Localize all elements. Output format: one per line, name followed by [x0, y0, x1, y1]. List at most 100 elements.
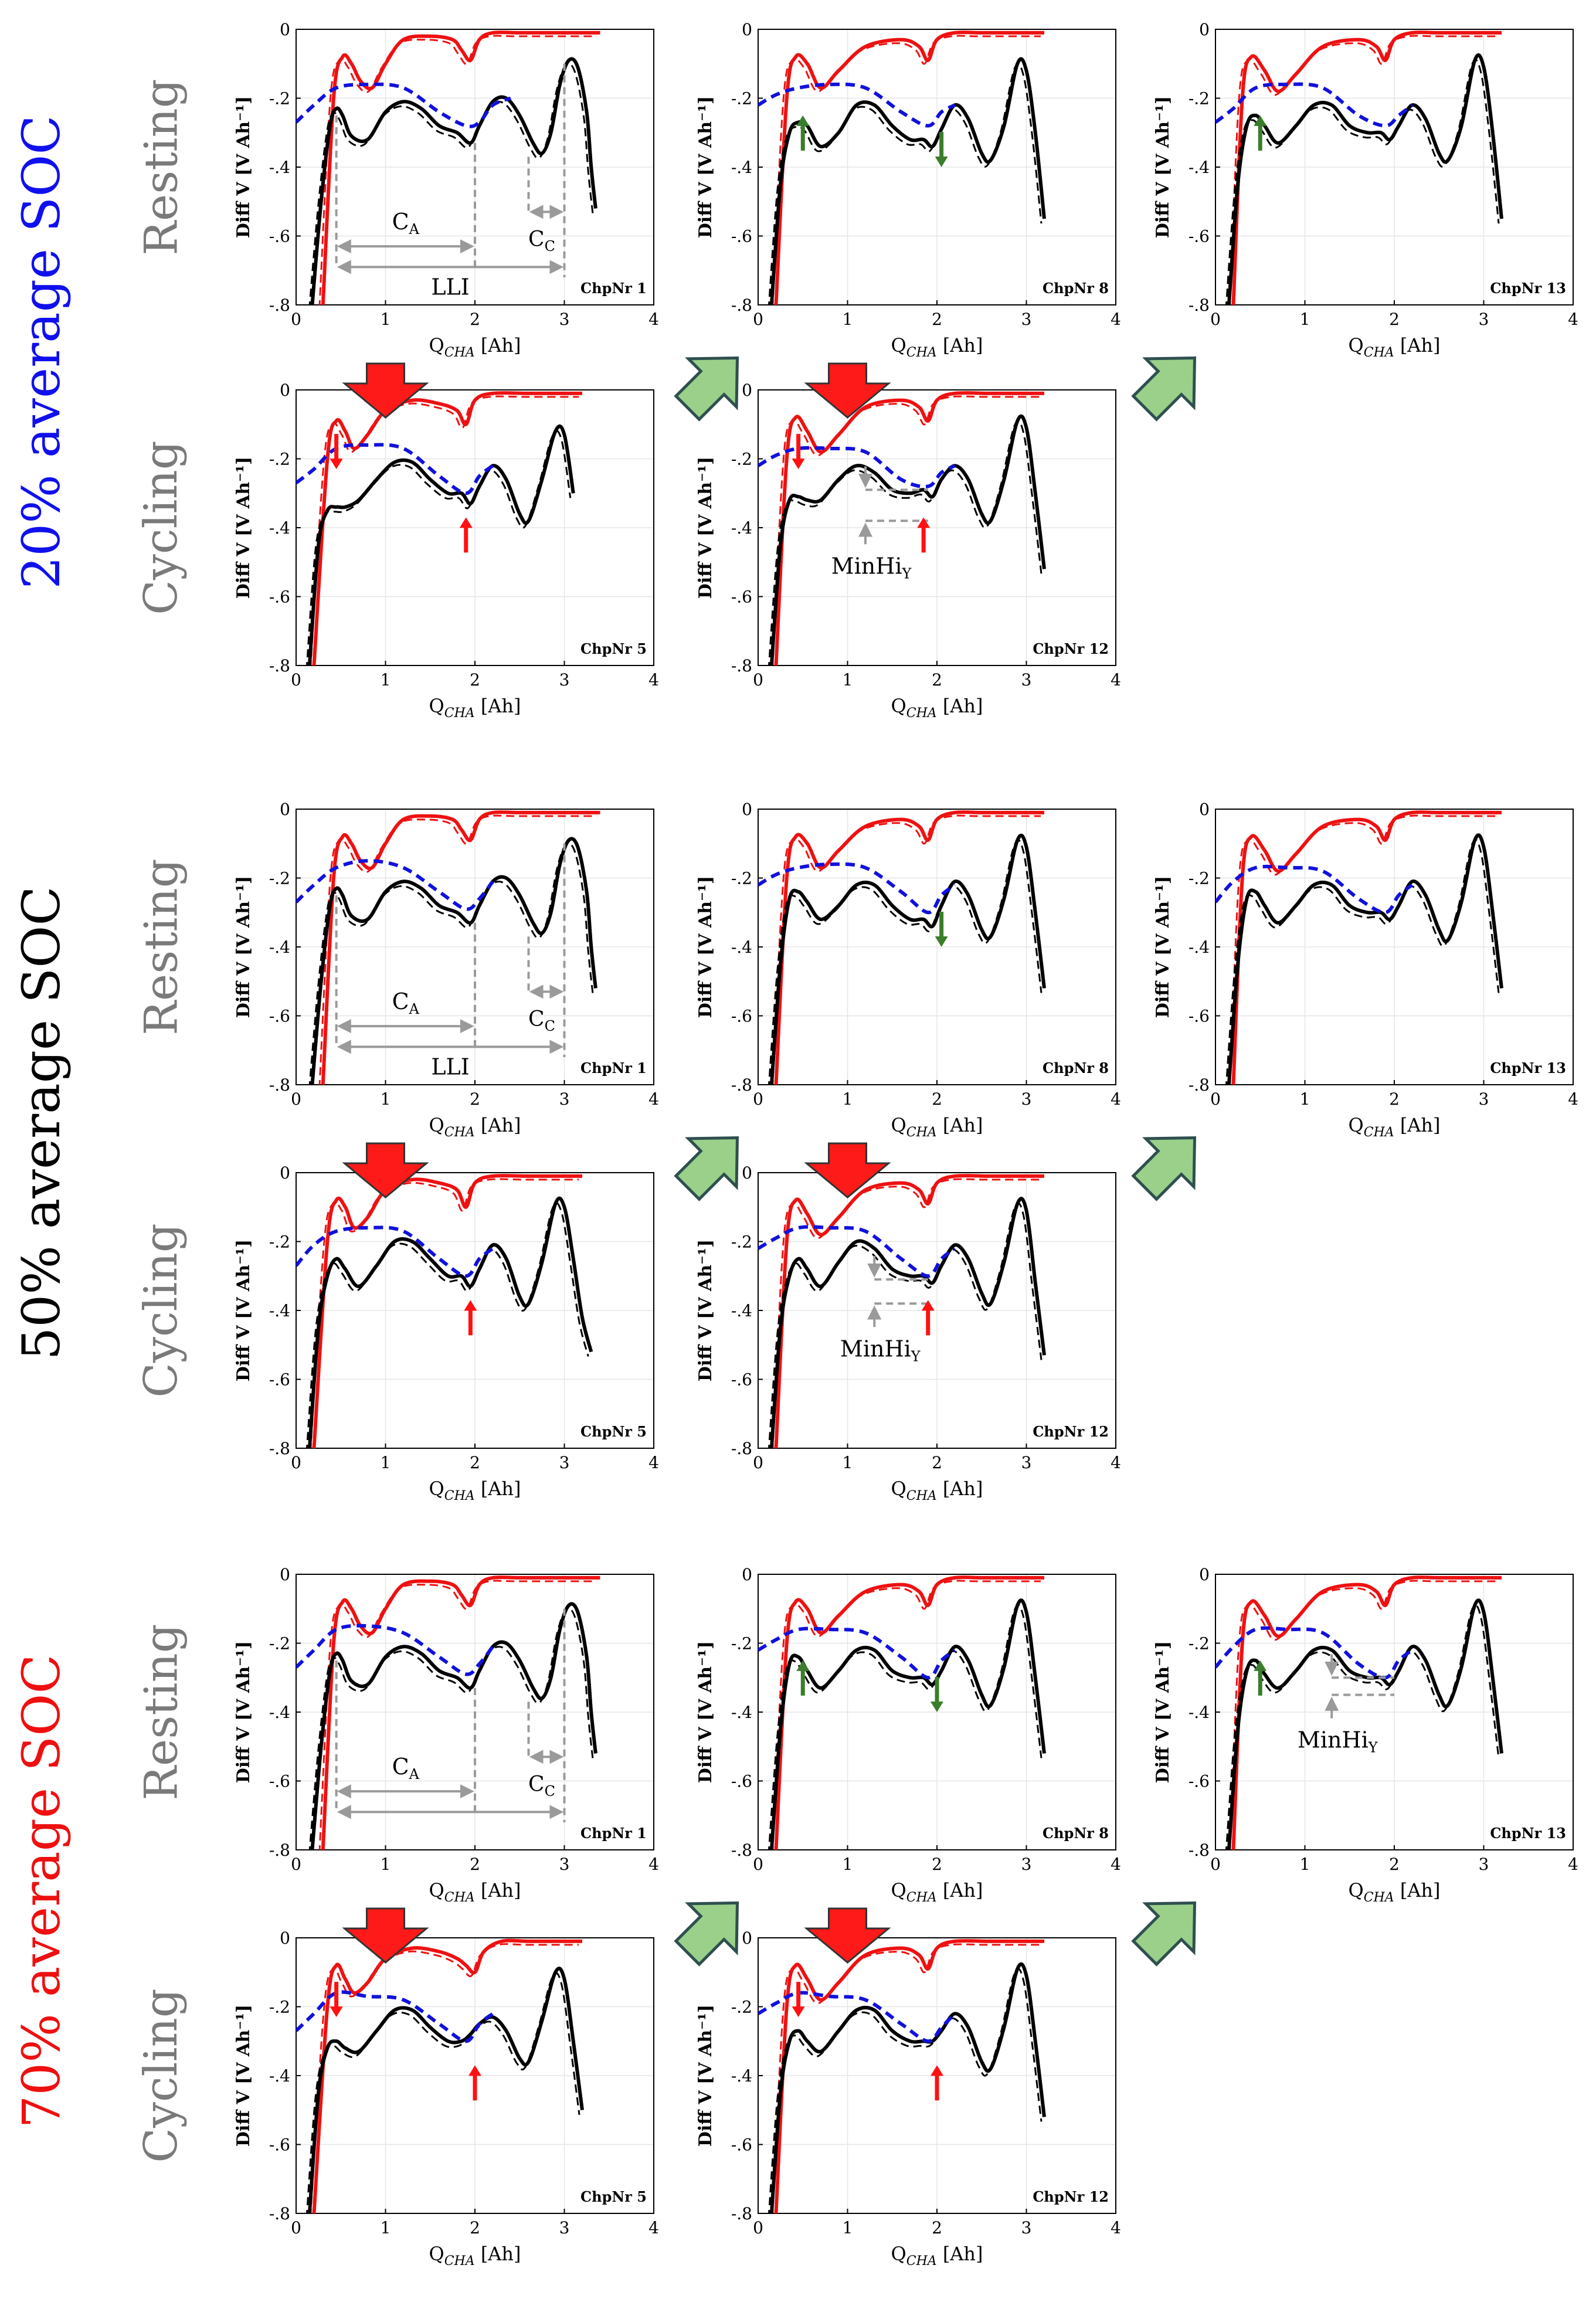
x-tick-label: 2 — [1389, 1855, 1400, 1874]
red-curve-dashed — [310, 1943, 579, 2213]
y-tick-label: -.4 — [269, 938, 290, 957]
y-tick-label: -.8 — [269, 656, 290, 675]
transition-diag-arrow — [1131, 356, 1197, 422]
x-tick-label: 4 — [648, 1453, 659, 1472]
x-tick-label: 1 — [843, 1453, 853, 1472]
x-axis-label: QCHA [Ah] — [429, 1478, 521, 1503]
x-tick-label: 4 — [1111, 1453, 1121, 1472]
red-curve-dashed — [1229, 1580, 1498, 1850]
red-curve — [774, 810, 1044, 1085]
x-tick-label: 1 — [381, 1855, 391, 1874]
blue-curve — [296, 859, 494, 911]
series-group — [758, 810, 1046, 1085]
y-axis-label: Diff V [V Ah⁻¹] — [233, 96, 254, 238]
red-curve-dashed — [1229, 35, 1498, 305]
y-tick-label: -.8 — [1188, 296, 1210, 315]
ca-label: CA — [392, 1754, 420, 1782]
y-tick-label: 0 — [280, 381, 290, 400]
y-tick-label: -.8 — [269, 1075, 290, 1095]
y-tick-label: -.8 — [731, 296, 752, 315]
chip-label: ChpNr 8 — [1043, 280, 1109, 297]
chip-label: ChpNr 8 — [1043, 1059, 1109, 1077]
y-tick-label: -.2 — [731, 450, 752, 469]
black-curve-dashed — [768, 839, 1043, 1085]
x-axis-label: QCHA [Ah] — [1349, 334, 1441, 360]
y-tick-label: -.4 — [269, 1703, 290, 1722]
y-axis-label: Diff V [V Ah⁻¹] — [233, 1641, 254, 1783]
transition-diag-arrow — [674, 356, 739, 422]
blue-curve — [296, 1990, 494, 2043]
y-tick-label: -.6 — [1188, 227, 1210, 246]
y-tick-label: -.8 — [269, 1840, 290, 1860]
black-curve-dashed — [1225, 838, 1500, 1085]
x-axis-label: QCHA [Ah] — [429, 695, 521, 721]
red-down-arrow-head — [330, 459, 343, 470]
y-tick-label: -.6 — [269, 1007, 290, 1026]
red-curve-dashed — [772, 395, 1041, 665]
black-curve-dashed — [1225, 1604, 1500, 1850]
green-up-arrow-head — [1254, 1660, 1267, 1671]
series-group — [296, 1174, 593, 1448]
y-tick-label: -.2 — [269, 1634, 290, 1653]
x-tick-label: 4 — [1111, 310, 1121, 329]
x-tick-label: 3 — [559, 670, 570, 690]
y-tick-label: -.8 — [1188, 1840, 1210, 1860]
x-axis-label: QCHA [Ah] — [429, 1879, 521, 1905]
x-tick-label: 4 — [648, 1855, 659, 1874]
blue-curve — [296, 1225, 494, 1278]
chip-label: ChpNr 5 — [580, 2188, 647, 2205]
red-curve — [312, 1938, 582, 2213]
y-tick-label: -.6 — [731, 1007, 752, 1026]
red-curve — [321, 1575, 600, 1850]
y-tick-label: -.2 — [1188, 89, 1210, 108]
y-tick-label: 0 — [742, 1163, 752, 1183]
y-tick-label: 0 — [280, 1928, 290, 1948]
black-curve-dashed — [768, 1202, 1043, 1448]
black-curve — [310, 1602, 597, 1850]
minhi-label: MinHiY — [1298, 1727, 1378, 1756]
chip-label: ChpNr 13 — [1490, 1825, 1566, 1842]
x-tick-label: 0 — [753, 310, 763, 329]
y-tick-label: -.6 — [1188, 1772, 1210, 1791]
panel-soc70-rest-8: 0 1 2 3 4 0 -.2 -.4 -.6 -.8 QCHA [Ah] Diff V [V Ah⁻… — [695, 1565, 1121, 1905]
x-tick-label: 2 — [470, 670, 480, 690]
red-curve — [312, 1174, 582, 1448]
y-tick-label: -.2 — [731, 1634, 752, 1653]
blue-curve — [758, 862, 956, 915]
transition-diag-arrow — [674, 1136, 739, 1201]
minhi-label: MinHiY — [831, 553, 912, 582]
y-tick-label: -.2 — [731, 1232, 752, 1252]
y-tick-label: -.4 — [731, 938, 752, 957]
series-group — [296, 30, 600, 305]
panel-soc20-cyc-5: 0 1 2 3 4 0 -.2 -.4 -.6 -.8 QCHA [Ah] Diff V [V Ah⁻… — [233, 381, 659, 721]
x-tick-label: 0 — [291, 1453, 301, 1472]
series-group — [1215, 810, 1503, 1085]
y-tick-label: -.8 — [269, 296, 290, 315]
x-tick-label: 4 — [648, 310, 659, 329]
chip-label: ChpNr 1 — [580, 1059, 647, 1077]
black-curve — [769, 1598, 1046, 1850]
red-curve — [774, 1575, 1044, 1850]
x-tick-label: 2 — [932, 310, 942, 329]
black-curve — [769, 57, 1046, 305]
y-axis-label: Diff V [V Ah⁻¹] — [695, 1641, 716, 1783]
red-curve-dashed — [772, 1178, 1041, 1448]
black-curve — [769, 833, 1046, 1085]
x-tick-label: 1 — [843, 310, 853, 329]
x-tick-label: 1 — [843, 1089, 853, 1109]
x-tick-label: 4 — [648, 1089, 659, 1109]
y-tick-label: -.2 — [731, 1998, 752, 2017]
panel-soc20-rest-8: 0 1 2 3 4 0 -.2 -.4 -.6 -.8 QCHA [Ah] Diff V [V Ah⁻… — [695, 20, 1121, 360]
y-tick-label: -.4 — [731, 1703, 752, 1722]
chip-label: ChpNr 8 — [1043, 1825, 1109, 1842]
y-tick-label: -.2 — [731, 89, 752, 108]
panel-soc20-rest-1: 0 1 2 3 4 0 -.2 -.4 -.6 -.8 QCHA [Ah] Diff V [V Ah⁻… — [233, 20, 659, 360]
x-tick-label: 3 — [559, 1089, 570, 1109]
x-axis-label: QCHA [Ah] — [429, 2243, 521, 2269]
green-down-arrow-head — [931, 1702, 943, 1712]
transition-down-arrow — [342, 1142, 429, 1198]
black-curve — [769, 1962, 1046, 2213]
lli-label: LLI — [431, 274, 469, 300]
y-tick-label: -.4 — [731, 2066, 752, 2086]
